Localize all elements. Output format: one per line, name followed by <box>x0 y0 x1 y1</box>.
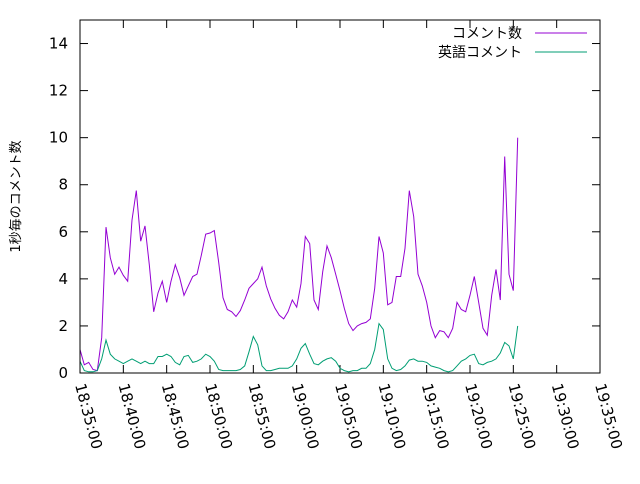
series-layer <box>79 137 519 373</box>
x-tick-label: 19:10:00 <box>374 381 409 451</box>
x-axis-ticks: 18:35:00 18:40:00 18:45:00 18:50:00 18:55:00… <box>71 20 626 451</box>
y-axis-ticks: 0 2 4 6 8 10 12 14 <box>49 35 600 382</box>
series-line-0 <box>79 137 519 372</box>
x-tick-label: 18:50:00 <box>201 381 236 451</box>
series-line-1 <box>79 322 519 373</box>
y-tick-label: 6 <box>58 223 68 241</box>
x-tick-label: 19:25:00 <box>504 381 539 451</box>
x-tick-label: 18:55:00 <box>244 381 279 451</box>
y-tick-label: 2 <box>58 317 68 335</box>
x-tick-label: 19:30:00 <box>548 381 583 451</box>
x-tick-label: 18:35:00 <box>71 381 106 451</box>
x-tick-label: 19:20:00 <box>461 381 496 451</box>
y-tick-label: 0 <box>58 364 68 382</box>
x-tick-label: 19:00:00 <box>288 381 323 451</box>
x-tick-label: 18:45:00 <box>158 381 193 451</box>
x-tick-label: 19:35:00 <box>591 381 626 451</box>
legend-label-1: 英語コメント <box>438 44 522 61</box>
y-tick-label: 8 <box>58 176 68 194</box>
y-tick-label: 4 <box>58 270 68 288</box>
y-axis-label: 1秒毎のコメント数 <box>8 140 24 252</box>
x-tick-label: 19:05:00 <box>331 381 366 451</box>
x-tick-label: 18:40:00 <box>114 381 149 451</box>
x-tick-label: 19:15:00 <box>418 381 453 451</box>
y-tick-label: 10 <box>49 129 68 147</box>
plot-frame <box>79 19 601 374</box>
y-tick-label: 12 <box>49 82 68 100</box>
y-tick-label: 14 <box>49 35 68 53</box>
legend-label-0: コメント数 <box>452 26 522 42</box>
